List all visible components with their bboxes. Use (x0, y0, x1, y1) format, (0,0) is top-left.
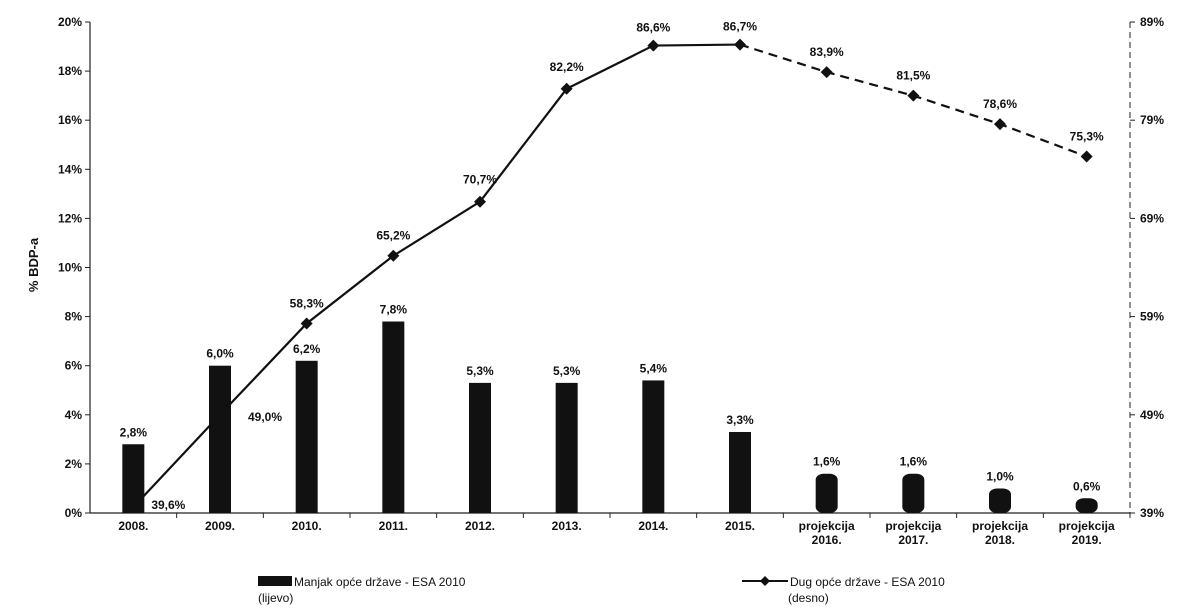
debt-value-label: 86,6% (636, 21, 670, 35)
legend-bar-swatch (258, 576, 292, 586)
deficit-bar (902, 473, 925, 513)
debt-line (127, 38, 1093, 514)
debt-value-label: 49,0% (248, 410, 282, 424)
debt-point (387, 249, 400, 262)
deficit-bar (295, 360, 318, 513)
debt-point (734, 38, 746, 51)
right-tick-label: 69% (1140, 211, 1164, 225)
debt-value-label: 81,5% (896, 69, 930, 83)
debt-point (820, 66, 833, 79)
y-axis-label: % BDP-a (26, 237, 41, 292)
deficit-value-label: 6,2% (293, 342, 321, 356)
deficit-bar (382, 321, 405, 513)
deficit-bar (469, 382, 491, 513)
legend-line-marker (760, 576, 770, 586)
deficit-value-label: 1,6% (900, 455, 928, 469)
legend-line-label: Dug opće države - ESA 2010 (790, 575, 945, 589)
x-tick-label: 2008. (118, 519, 148, 533)
left-tick-label: 14% (58, 162, 82, 176)
right-tick-label: 89% (1140, 15, 1164, 29)
right-tick-label: 39% (1140, 506, 1164, 520)
x-tick-label: 2011. (379, 519, 408, 533)
x-tick-label: 2014. (638, 519, 668, 533)
debt-value-label: 58,3% (290, 296, 324, 310)
x-tick-label: projekcija 2017. (885, 519, 941, 547)
legend-bar-label: Manjak opće države - ESA 2010 (294, 575, 466, 589)
legend: Manjak opće države - ESA 2010(lijevo) Dug… (258, 575, 945, 605)
debt-point (907, 89, 920, 102)
x-tick-label: 2015. (725, 519, 755, 533)
left-tick-label: 12% (58, 211, 82, 225)
deficit-bar (989, 488, 1011, 513)
left-tick-label: 2% (65, 457, 83, 471)
deficit-value-label: 2,8% (120, 425, 148, 439)
x-tick-label: projekcija 2019. (1059, 519, 1115, 547)
debt-point (300, 317, 313, 330)
debt-value-label: 75,3% (1070, 130, 1104, 144)
deficit-value-label: 5,3% (553, 364, 581, 378)
debt-point (560, 82, 573, 95)
x-tick-label: projekcija 2016. (799, 519, 855, 547)
deficit-value-label: 5,3% (466, 364, 494, 378)
deficit-value-label: 3,3% (726, 413, 754, 427)
bars (122, 321, 1098, 513)
left-tick-label: 6% (65, 359, 83, 373)
legend-line-label-2: (desno) (788, 591, 829, 605)
deficit-bar (729, 431, 751, 513)
deficit-value-label: 7,8% (380, 303, 408, 317)
legend-bar-label-2: (lijevo) (258, 591, 293, 605)
deficit-bar (815, 473, 838, 513)
x-tick-label: 2012. (465, 519, 495, 533)
deficit-value-label: 1,6% (813, 455, 841, 469)
debt-point (1080, 150, 1093, 163)
debt-point (127, 501, 140, 514)
left-tick-label: 4% (65, 408, 83, 422)
x-tick-label: 2013. (552, 519, 582, 533)
deficit-bar (642, 380, 665, 513)
deficit-bar (1075, 498, 1098, 513)
x-tick-label: projekcija 2018. (972, 519, 1028, 547)
debt-point (474, 195, 486, 208)
right-tick-label: 79% (1140, 113, 1164, 127)
deficit-value-label: 0,6% (1073, 479, 1101, 493)
deficit-bar (555, 382, 578, 513)
left-tick-label: 20% (58, 15, 82, 29)
debt-value-label: 78,6% (983, 97, 1017, 111)
debt-value-label: 86,7% (723, 20, 757, 34)
debt-value-label: 65,2% (376, 229, 410, 243)
deficit-value-label: 6,0% (206, 347, 234, 361)
deficit-value-label: 5,4% (640, 361, 668, 375)
debt-point (994, 118, 1006, 131)
debt-point (214, 408, 226, 421)
right-tick-label: 49% (1140, 408, 1164, 422)
data-labels: 2,8% 6,0% 6,2% 7,8% 5,3% 5,3% 5,4% 3,3% 1,6% 1,6%… (120, 20, 1104, 513)
left-tick-label: 8% (65, 310, 83, 324)
deficit-bar (209, 365, 231, 513)
deficit-bar (122, 444, 145, 513)
debt-value-label: 83,9% (810, 45, 844, 59)
left-tick-label: 18% (58, 64, 82, 78)
axes: 0% 2% 4% 6% 8% 10% 12% 14% 16% 18% 20% 39% 49% 59% 69%… (58, 15, 1164, 547)
debt-line-actual (132, 43, 741, 508)
debt-value-label: 82,2% (550, 60, 584, 74)
debt-value-label: 70,7% (463, 173, 497, 187)
left-tick-label: 16% (58, 113, 82, 127)
debt-point (647, 39, 660, 52)
deficit-value-label: 1,0% (986, 469, 1014, 483)
x-tick-label: 2009. (205, 519, 235, 533)
right-tick-label: 59% (1140, 310, 1164, 324)
debt-value-label: 39,6% (151, 498, 185, 512)
left-tick-label: 0% (65, 506, 83, 520)
x-tick-label: 2010. (292, 519, 322, 533)
left-tick-label: 10% (58, 261, 82, 275)
